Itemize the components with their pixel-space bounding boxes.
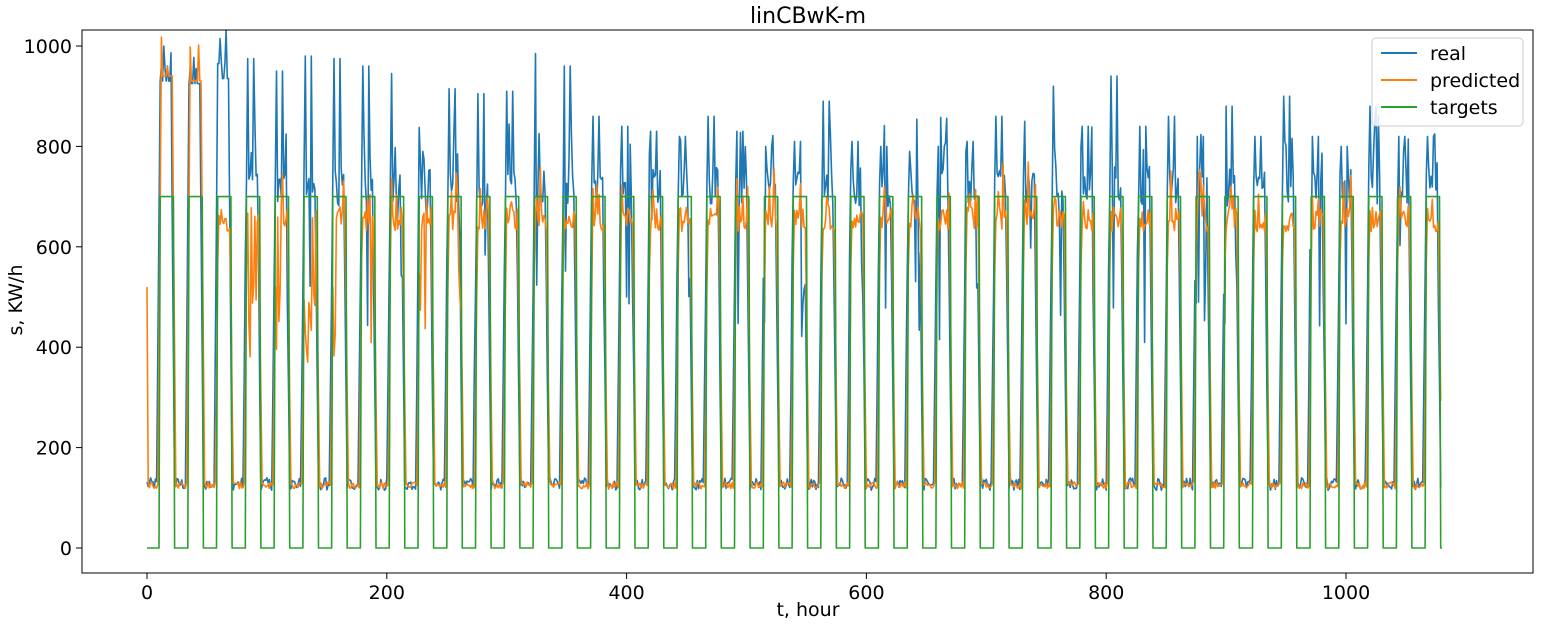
series-line-targets xyxy=(147,195,1442,549)
y-tick-label: 800 xyxy=(36,136,72,158)
y-axis-label: s, KW/h xyxy=(5,265,27,336)
x-axis-label: t, hour xyxy=(776,599,839,621)
legend-label-real: real xyxy=(1430,43,1466,65)
plot-frame xyxy=(81,29,1534,574)
legend-label-predicted: predicted xyxy=(1430,70,1520,92)
x-tick-label: 800 xyxy=(1088,582,1124,604)
x-tick-label: 0 xyxy=(141,582,153,604)
plot-series xyxy=(146,29,1442,549)
x-tick-label: 200 xyxy=(369,582,405,604)
x-axis: 0 200 400 600 800 1000 xyxy=(141,573,1370,604)
y-tick-label: 0 xyxy=(60,538,72,560)
legend: real predicted targets xyxy=(1371,37,1524,127)
y-tick-label: 200 xyxy=(36,438,72,460)
x-tick-label: 600 xyxy=(848,582,884,604)
y-tick-label: 1000 xyxy=(24,36,72,58)
y-axis: 0 200 400 600 800 1000 xyxy=(24,36,82,560)
legend-box xyxy=(1371,37,1524,127)
x-tick-label: 400 xyxy=(608,582,644,604)
x-tick-label: 1000 xyxy=(1322,582,1370,604)
y-tick-label: 600 xyxy=(36,237,72,259)
chart-title: linCBwK-m xyxy=(750,4,866,29)
y-tick-label: 400 xyxy=(36,337,72,359)
legend-label-targets: targets xyxy=(1430,97,1498,119)
